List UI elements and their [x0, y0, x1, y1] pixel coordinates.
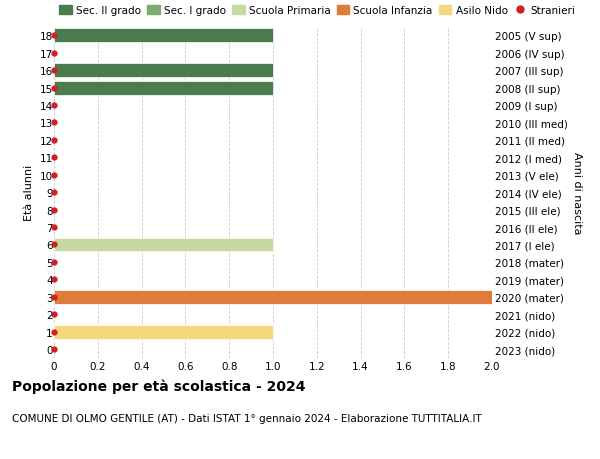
Bar — [54, 64, 273, 78]
Y-axis label: Età alunni: Età alunni — [24, 165, 34, 221]
Text: COMUNE DI OLMO GENTILE (AT) - Dati ISTAT 1° gennaio 2024 - Elaborazione TUTTITAL: COMUNE DI OLMO GENTILE (AT) - Dati ISTAT… — [12, 413, 482, 423]
Bar — [54, 290, 492, 304]
Y-axis label: Anni di nascita: Anni di nascita — [572, 151, 581, 234]
Bar — [54, 325, 273, 339]
Bar — [54, 29, 273, 43]
Bar — [54, 81, 273, 95]
Legend: Sec. II grado, Sec. I grado, Scuola Primaria, Scuola Infanzia, Asilo Nido, Stran: Sec. II grado, Sec. I grado, Scuola Prim… — [59, 6, 575, 16]
Bar — [54, 238, 273, 252]
Text: Popolazione per età scolastica - 2024: Popolazione per età scolastica - 2024 — [12, 379, 305, 393]
